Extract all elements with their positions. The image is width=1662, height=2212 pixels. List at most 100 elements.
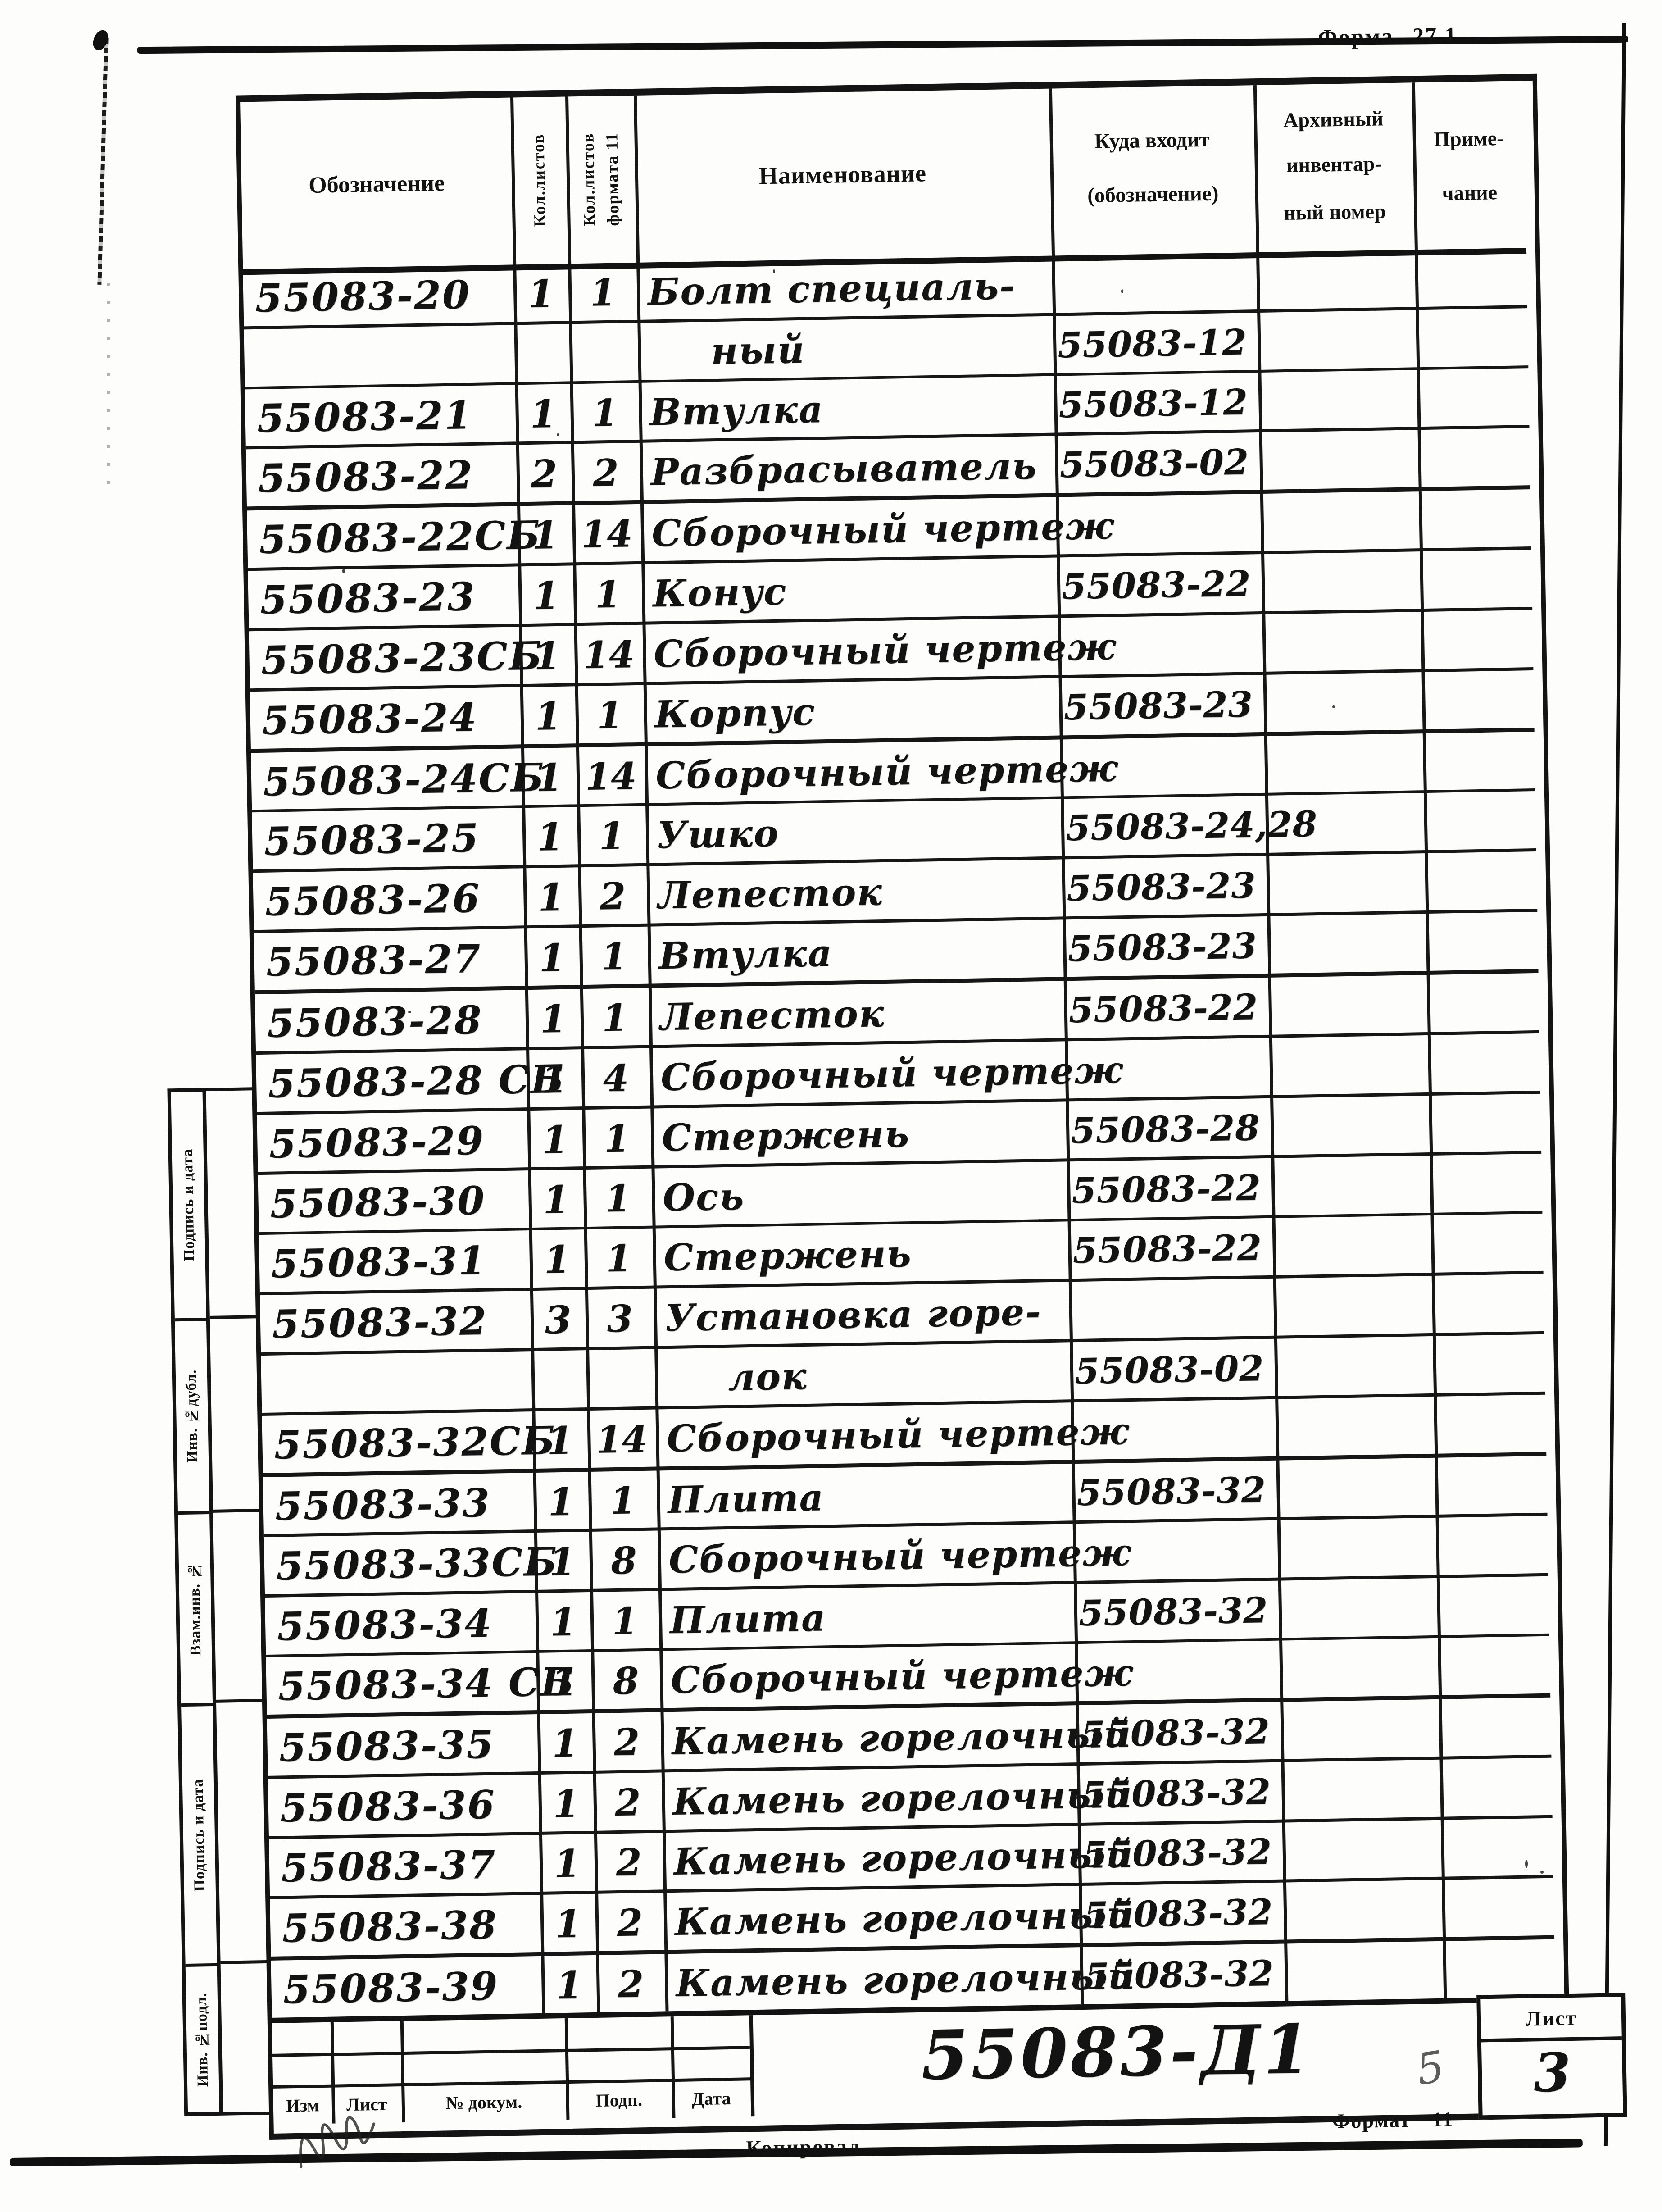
cell-where-used: 55083-02: [1074, 1347, 1265, 1392]
sidebar-cell: Взам.инв. №: [178, 1514, 213, 1707]
cell-qty-sheets: 1: [555, 1962, 583, 2008]
cell-designation: 55083-33СБ: [276, 1539, 559, 1589]
cell-name: Ось: [662, 1175, 745, 1220]
cell-qty-sheets: 1: [534, 693, 562, 739]
cell-qty-sheets-f11: 8: [610, 1539, 637, 1583]
sheet-number-box: Лист 3: [1476, 1993, 1627, 2120]
cell-name: Камень горелочный: [671, 1712, 1132, 1763]
sidebar-strip: Подпись и дата Инв. №дубл. Взам.инв. № П…: [167, 1088, 223, 2116]
cell-where-used: 55083-32: [1082, 1831, 1272, 1876]
cell-where-used: 55083-32: [1076, 1469, 1267, 1514]
cell-designation: 55083-23: [259, 574, 476, 623]
cell-qty-sheets-f11: 4: [602, 1056, 629, 1101]
sheet-number: 3: [1533, 2041, 1571, 2104]
header-name: Наименование: [758, 159, 927, 190]
cell-designation: 55083-32СБ: [273, 1417, 557, 1468]
cell-name: Болт специаль-: [647, 264, 1016, 314]
cell-qty-sheets-f11: 1: [609, 1479, 636, 1523]
cell-name: Камень горелочный: [673, 1833, 1134, 1884]
cell-designation: 55083-27: [265, 936, 482, 985]
frame-tick: [223, 2111, 270, 2116]
cell-qty-sheets-f11: 8: [613, 1659, 639, 1703]
cell-designation: 55083-37: [281, 1842, 497, 1891]
cell-name: Камень горелочный: [675, 1954, 1136, 2006]
cell-qty-sheets-f11: 1: [589, 271, 616, 315]
spec-table: Обозначение Кол.листов Кол.листов формат…: [235, 73, 1571, 2140]
cell-qty-sheets-f11: 14: [585, 754, 637, 799]
cell-qty-sheets-f11: 1: [605, 1237, 632, 1281]
cell-designation: 55083-20: [254, 272, 471, 321]
sidebar-cell-label: Инв. №дубл.: [182, 1369, 201, 1463]
cell-where-used: 55083-12: [1058, 382, 1249, 426]
table-header: Обозначение Кол.листов Кол.листов формат…: [240, 81, 1527, 275]
cell-name: Сборочный чертеж: [651, 504, 1115, 555]
cell-qty-sheets-f11: 2: [618, 1962, 644, 2007]
cell-where-used: 55083-32: [1078, 1590, 1268, 1634]
cell-designation: 55083-26: [264, 876, 481, 925]
sheet-label: Лист: [1480, 1997, 1622, 2043]
table-body: 55083-20 1 1 Болт специаль- ный 55083-12…: [243, 248, 1555, 2018]
revision-label-podp: Подп.: [595, 2089, 643, 2111]
cell-designation: 55083-23СБ: [260, 633, 544, 683]
frame-tick: [206, 1087, 253, 1092]
cell-name: Стержень: [663, 1232, 913, 1280]
cell-qty-sheets: [531, 1380, 586, 1381]
sidebar-cell: Подпись и дата: [181, 1706, 217, 1967]
cell-qty-sheets-f11: [586, 1379, 655, 1380]
cell-qty-sheets: [515, 354, 570, 355]
revision-label-data: Дата: [691, 2088, 731, 2109]
cell-designation: 55083-30: [269, 1178, 486, 1228]
cell-qty-sheets: 1: [532, 573, 560, 618]
cell-where-used: 55083-32: [1084, 1953, 1275, 1998]
frame-tick: [220, 1960, 268, 1964]
cell-name: Сборочный чертеж: [666, 1409, 1130, 1461]
cell-designation: 55083-29: [268, 1118, 485, 1167]
cell-designation: 55083-22СБ: [259, 512, 542, 563]
cell-designation: 55083-24СБ: [263, 754, 546, 805]
cell-name: Плита: [669, 1596, 826, 1643]
cell-name: Стержень: [661, 1112, 910, 1160]
cell-qty-sheets: 1: [540, 1056, 568, 1102]
header-where-used-line2: (обозначение): [1087, 182, 1219, 208]
cell-designation: 55083-38: [282, 1902, 498, 1952]
scan-scratch-trail: [107, 283, 110, 495]
cell-designation: 55083-28: [267, 997, 483, 1047]
cell-qty-sheets: 1: [549, 1599, 577, 1645]
cell-name: Лепесток: [659, 992, 885, 1039]
cell-qty-sheets-f11: 1: [591, 391, 618, 435]
cell-qty-sheets-f11: 1: [604, 1177, 631, 1221]
cell-where-used: 55083-32: [1081, 1771, 1271, 1816]
cell-where-used: 55083-32: [1083, 1892, 1274, 1936]
cell-qty-sheets-f11: 2: [616, 1901, 643, 1945]
cell-where-used: 55083-24,28: [1065, 804, 1318, 849]
cell-name: Ушко: [656, 812, 780, 857]
cell-qty-sheets: 1: [554, 1841, 581, 1886]
cell-qty-sheets: 1: [551, 1720, 579, 1766]
cell-name: ный: [710, 328, 806, 373]
header-archive-line3: ный номер: [1283, 200, 1386, 225]
cell-name: Конус: [652, 570, 788, 616]
cell-qty-sheets: 1: [541, 1117, 569, 1162]
header-qty-sheets: Кол.листов: [510, 102, 568, 258]
cell-qty-sheets-f11: 2: [599, 874, 626, 919]
cell-where-used: 55083-32: [1080, 1711, 1271, 1755]
cell-where-used: 55083-02: [1059, 441, 1249, 486]
cell-name: Плита: [667, 1475, 825, 1522]
frame-tick: [213, 1509, 260, 1513]
cell-name: Сборочный чертеж: [655, 746, 1119, 797]
frame-tick: [216, 1699, 263, 1703]
cell-name: Корпус: [654, 690, 816, 737]
cell-name: Втулка: [658, 931, 833, 978]
title-block: Изм Лист № докум. Подп. Дата 55083-Д1 5: [272, 2002, 1557, 2125]
format-label: Формат 11: [1332, 2107, 1454, 2133]
cell-qty-sheets-f11: 1: [600, 935, 627, 979]
form-number-label: Форма 27.1: [1317, 22, 1458, 50]
cell-qty-sheets: 1: [546, 1418, 574, 1463]
cell-name: Разбрасыватель: [650, 444, 1038, 494]
cell-designation: 55083-32: [272, 1298, 488, 1347]
cell-qty-sheets-f11: [569, 353, 638, 354]
cell-qty-sheets: 1: [536, 815, 564, 860]
cell-qty-sheets: 1: [539, 996, 567, 1042]
